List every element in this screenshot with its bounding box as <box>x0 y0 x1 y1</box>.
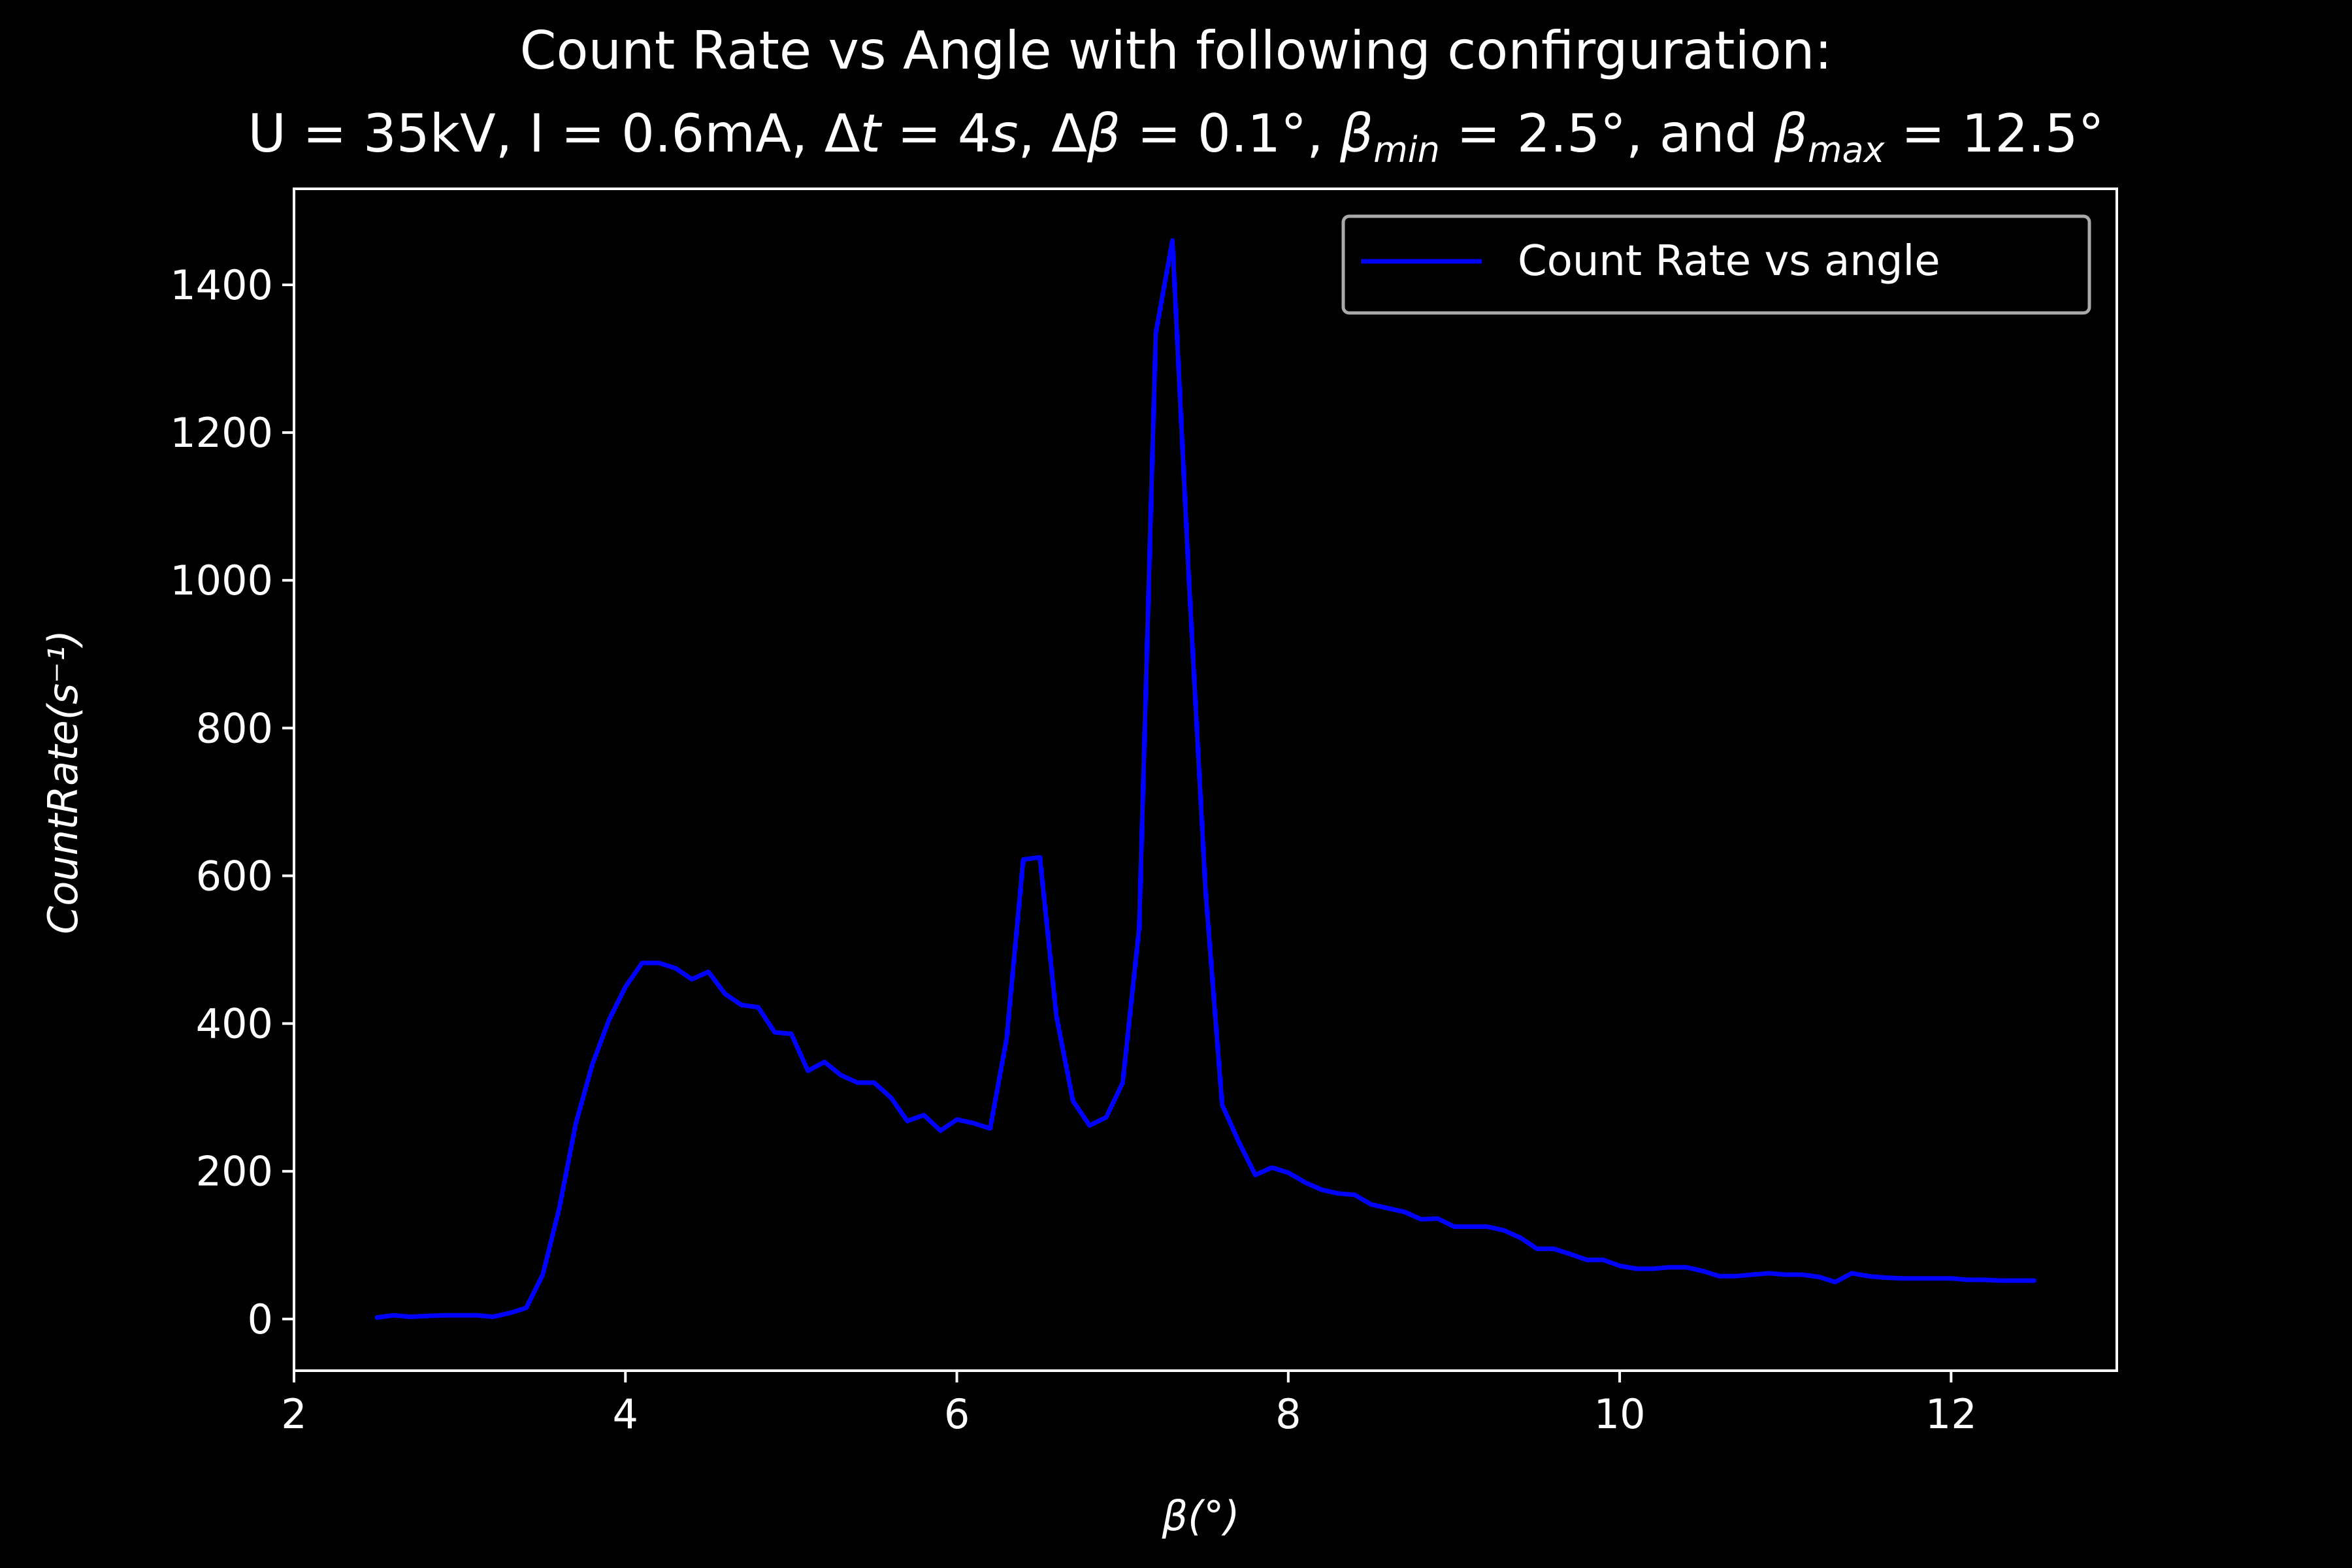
series-line <box>374 238 2036 1320</box>
y-tick-label: 600 <box>196 852 273 900</box>
chart-title-line1: Count Rate vs Angle with following confi… <box>520 20 1833 81</box>
y-tick-label: 0 <box>248 1296 273 1343</box>
x-tick-label: 10 <box>1594 1390 1646 1438</box>
x-tick-label: 4 <box>613 1390 638 1438</box>
x-tick-label: 2 <box>281 1390 306 1438</box>
legend-box <box>1341 214 2091 315</box>
y-tick-label: 1000 <box>170 557 273 604</box>
y-tick-label: 400 <box>196 1000 273 1048</box>
y-axis-label: CountRate(s⁻¹) <box>39 630 87 934</box>
x-tick-label: 8 <box>1275 1390 1301 1438</box>
y-tick-label: 200 <box>196 1148 273 1196</box>
axes-frame <box>293 188 2118 1372</box>
plot-area: 2 4 6 8 10 12 0 200 400 600 800 1000 1200 1400 <box>170 188 2118 1438</box>
legend-label: Count Rate vs angle <box>1518 237 1940 286</box>
x-tick-label: 12 <box>1925 1390 1977 1438</box>
chart-title-line2: U = 35kV, I = 0.6mA, Δt = 4s, Δβ = 0.1°,… <box>248 103 2104 171</box>
x-axis-label: β(°) <box>1162 1492 1240 1540</box>
y-tick-label: 1200 <box>170 409 273 457</box>
y-tick-label: 800 <box>196 704 273 752</box>
y-tick-label: 1400 <box>170 261 273 309</box>
x-tick-label: 6 <box>944 1390 970 1438</box>
legend: Count Rate vs angle <box>1341 214 2091 315</box>
